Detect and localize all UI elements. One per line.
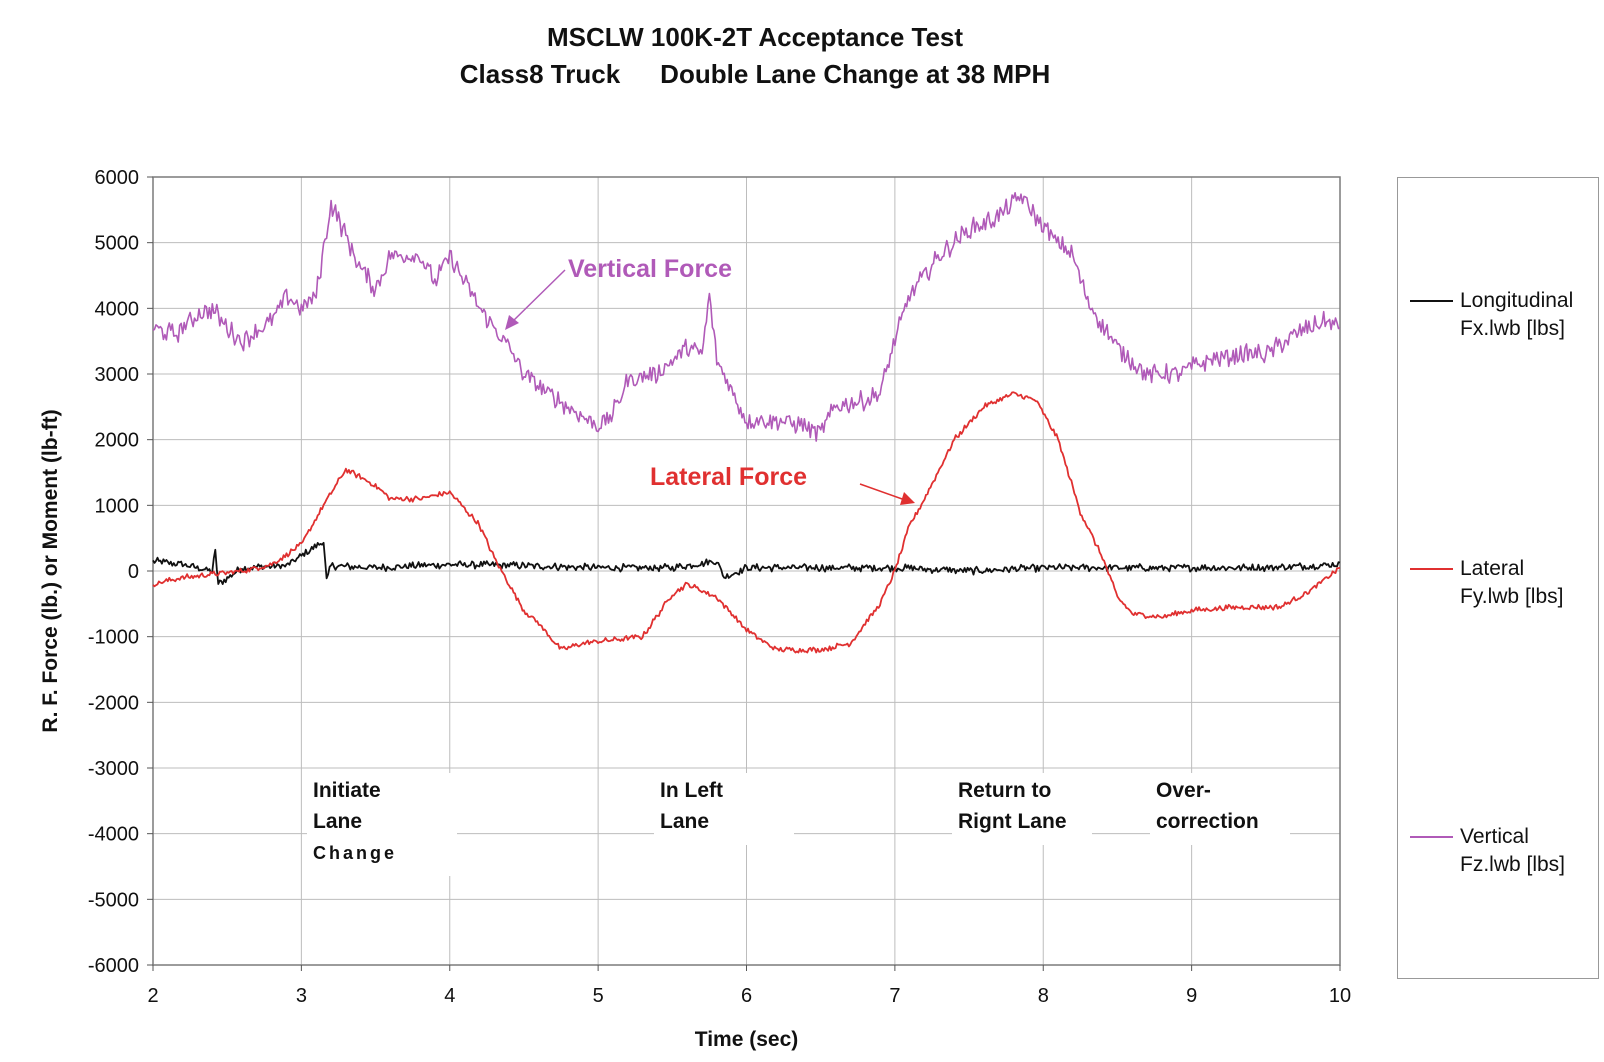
annotation-in-left-lane-background	[654, 773, 794, 845]
legend-label-longitudinal-line2: Fx.lwb [lbs]	[1460, 317, 1566, 340]
annotation-initiate-lane-change: Initiate Lane Change	[307, 773, 457, 876]
y-tick-label: -5000	[88, 889, 139, 911]
annotation-overcorrection-background	[1150, 773, 1290, 845]
chart-title: MSCLW 100K-2T Acceptance Test	[546, 22, 964, 52]
legend-label-longitudinal-line1: Longitudinal	[1460, 289, 1574, 312]
legend-swatch-vertical	[1410, 836, 1453, 838]
x-tick-label: 6	[741, 985, 752, 1007]
x-tick-label: 8	[1038, 985, 1049, 1007]
x-tick-label: 10	[1329, 985, 1351, 1007]
y-axis-label: R. F. Force (lb.) or Moment (lb-ft)	[39, 409, 62, 732]
series-longitudinal-line	[152, 541, 1341, 585]
x-axis-label: Time (sec)	[695, 1028, 799, 1051]
x-tick-label: 3	[296, 985, 307, 1007]
chart-subtitle-left: Class8 Truck	[459, 59, 621, 89]
annotation-overcorrection-line2: correction	[1156, 810, 1259, 833]
legend-label-vertical-line2: Fz.lwb [lbs]	[1460, 853, 1566, 876]
annotation-return-to-right-lane: Return to Rignt Lane	[952, 773, 1092, 845]
annotation-initiate-lane-change-line1: Initiate	[313, 779, 381, 802]
legend-label-lateral-line2: Fy.lwb [lbs]	[1460, 585, 1564, 608]
y-tick-label: -1000	[88, 627, 139, 649]
annotation-vertical-arrow-line	[511, 269, 566, 323]
annotation-in-left-lane-line2: Lane	[660, 810, 709, 833]
legend-label-lateral-line1: Lateral	[1460, 557, 1525, 580]
annotation-lateral-arrowhead	[900, 492, 915, 505]
annotation-vertical-force: Vertical Force	[568, 255, 732, 283]
y-tick-label: 6000	[95, 167, 140, 189]
series-vertical-line	[152, 192, 1341, 442]
annotation-vertical-arrowhead	[505, 315, 519, 330]
y-tick-label: 1000	[95, 495, 140, 517]
annotation-overcorrection: Over-correction	[1150, 773, 1290, 845]
legend-box	[1397, 177, 1599, 979]
y-tick-label: 5000	[95, 233, 140, 255]
legend-swatch-longitudinal	[1410, 300, 1453, 302]
legend-label-vertical-line1: Vertical	[1460, 825, 1529, 848]
annotation-return-to-right-lane-line1: Return to	[958, 779, 1051, 802]
annotation-lateral-force: Lateral Force	[650, 463, 807, 491]
y-tick-label: -3000	[88, 758, 139, 780]
y-tick-label: 2000	[95, 430, 140, 452]
series-lateral-line	[152, 391, 1341, 654]
x-tick-label: 7	[889, 985, 900, 1007]
annotation-initiate-lane-change-line2: Lane	[313, 810, 362, 833]
annotation-initiate-lane-change-background	[307, 773, 457, 876]
x-tick-label: 5	[593, 985, 604, 1007]
legend-swatch-lateral	[1410, 568, 1453, 570]
annotation-return-to-right-lane-line2: Rignt Lane	[958, 810, 1067, 833]
annotation-in-left-lane: In Left Lane	[654, 773, 794, 845]
annotation-return-to-right-lane-background	[952, 773, 1092, 845]
x-tick-label: 4	[444, 985, 455, 1007]
x-tick-label: 9	[1186, 985, 1197, 1007]
chart-subtitle-right: Double Lane Change at 38 MPH	[660, 59, 1051, 89]
y-tick-label: -2000	[88, 692, 139, 714]
y-tick-label: 4000	[95, 298, 140, 320]
annotation-initiate-lane-change-line3: Change	[313, 843, 397, 863]
y-tick-label: -6000	[88, 955, 139, 977]
y-tick-label: 3000	[95, 364, 140, 386]
annotation-in-left-lane-line1: In Left	[660, 779, 723, 802]
annotation-overcorrection-line1: Over-	[1156, 779, 1211, 802]
chart-subtitle: Class8 Truck Double Lane Change at 38 MPH	[0, 59, 1510, 90]
y-tick-label: -4000	[88, 824, 139, 846]
y-tick-label: 0	[128, 561, 139, 583]
annotation-lateral-arrow-line	[859, 483, 906, 501]
x-tick-label: 2	[147, 985, 158, 1007]
